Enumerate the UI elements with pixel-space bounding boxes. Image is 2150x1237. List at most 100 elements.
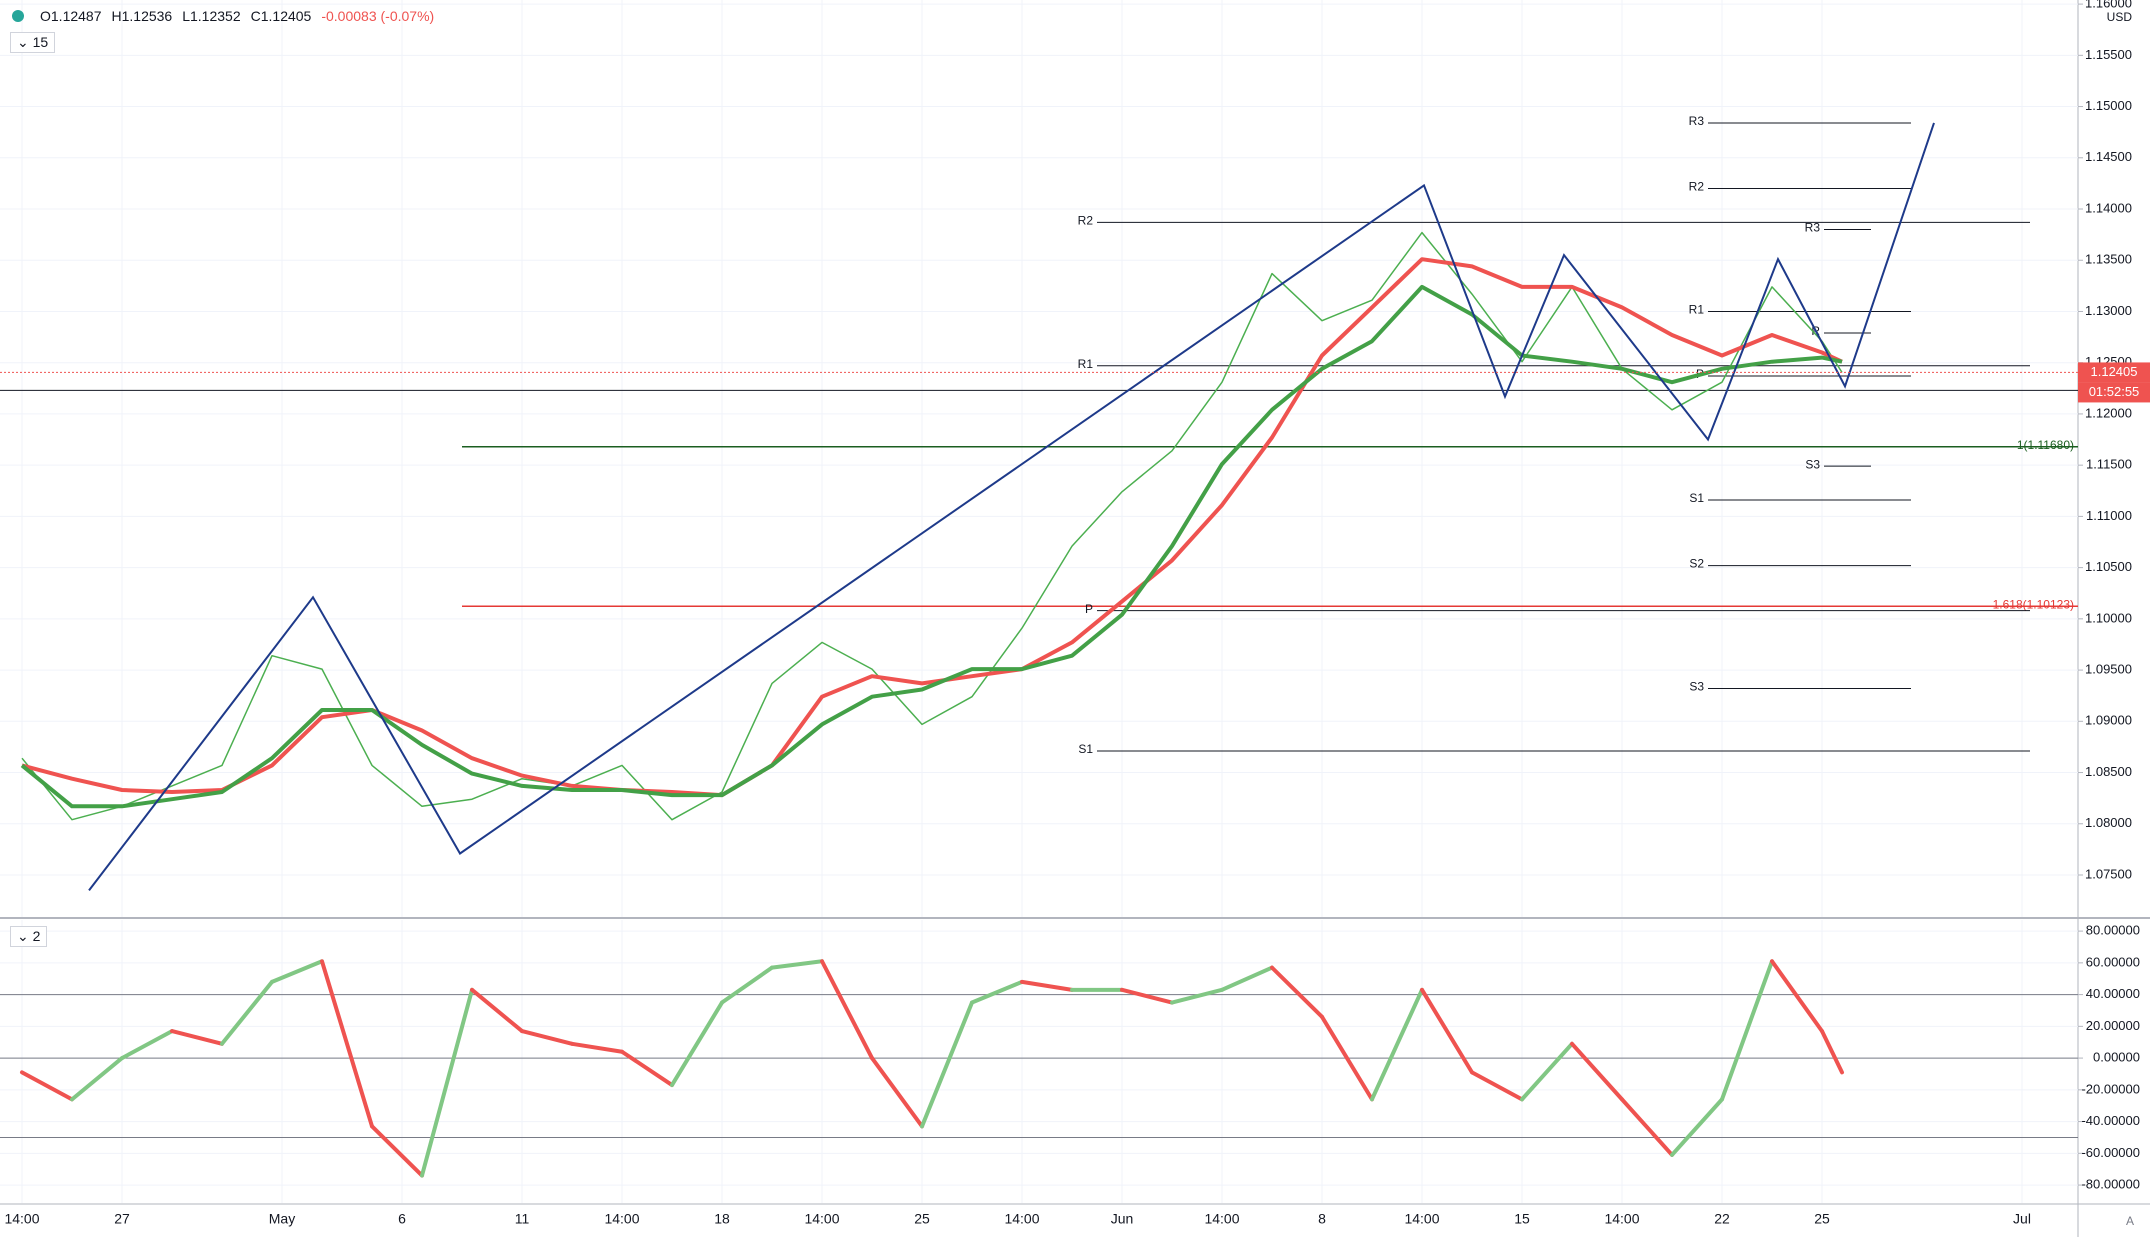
oscillator-segment bbox=[170, 1029, 224, 1046]
x-tick-label: 14:00 bbox=[1604, 1211, 1639, 1227]
y-tick-label: 1.11500 bbox=[2086, 457, 2132, 472]
x-tick-label: 14:00 bbox=[1004, 1211, 1039, 1227]
open: O1.12487 bbox=[40, 8, 102, 24]
interval: 15 bbox=[32, 34, 49, 50]
y-tick-label: -40.00000 bbox=[2081, 1113, 2140, 1128]
x-tick-label: 14:00 bbox=[4, 1211, 39, 1227]
oscillator-segment bbox=[1770, 959, 1824, 1034]
pivot-label: R1 bbox=[1078, 357, 1094, 371]
oscillator-segment bbox=[820, 959, 874, 1061]
oscillator-segment bbox=[1170, 987, 1224, 1005]
x-tick-label: 8 bbox=[1318, 1211, 1326, 1227]
low: L1.12352 bbox=[182, 8, 241, 24]
oscillator-segment bbox=[370, 1124, 424, 1178]
fib-label: 1.618(1.10123) bbox=[1993, 597, 2074, 611]
pivot-label: R bbox=[1811, 324, 1820, 338]
pivot-label: S3 bbox=[1805, 457, 1820, 471]
y-tick-label: 20.00000 bbox=[2086, 1018, 2140, 1033]
close: C1.12405 bbox=[250, 8, 312, 24]
y-tick-label: 1.09500 bbox=[2085, 662, 2132, 677]
oscillator-segment bbox=[920, 1000, 974, 1129]
oscillator-segment bbox=[420, 987, 474, 1178]
oscillator-segment bbox=[1220, 965, 1274, 992]
y-tick-label: 1.07500 bbox=[2085, 866, 2132, 881]
x-tick-label: Jul bbox=[2013, 1211, 2031, 1227]
last-price-box bbox=[2078, 362, 2150, 383]
y-tick-label: 1.08000 bbox=[2085, 815, 2132, 830]
oscillator-segment bbox=[120, 1029, 174, 1061]
pivot-label: R1 bbox=[1689, 303, 1705, 317]
oscillator-segment bbox=[1320, 1014, 1374, 1102]
oscillator-segment bbox=[1020, 979, 1074, 992]
pivot-label: P bbox=[1085, 602, 1093, 616]
oscillator-segment bbox=[1520, 1041, 1574, 1102]
x-tick-label: 15 bbox=[1514, 1211, 1530, 1227]
x-tick-label: 14:00 bbox=[1404, 1211, 1439, 1227]
auto-scale[interactable]: A bbox=[2126, 1214, 2134, 1228]
oscillator-segment bbox=[520, 1029, 574, 1046]
change: -0.00083 (-0.07%) bbox=[321, 8, 435, 24]
x-tick-label: 14:00 bbox=[804, 1211, 839, 1227]
x-tick-label: 11 bbox=[515, 1211, 530, 1227]
pivot-label: R2 bbox=[1078, 214, 1094, 228]
oscillator-segment bbox=[570, 1041, 624, 1054]
price-line bbox=[21, 231, 1843, 821]
fib-label: 1(1.11680) bbox=[2017, 438, 2074, 452]
y-tick-label: 40.00000 bbox=[2086, 986, 2140, 1001]
oscillator-segment bbox=[670, 1000, 724, 1088]
x-tick-label: 27 bbox=[114, 1211, 130, 1227]
x-tick-label: 14:00 bbox=[604, 1211, 639, 1227]
y-tick-label: 1.14000 bbox=[2085, 200, 2132, 215]
oscillator-segment bbox=[1820, 1029, 1844, 1075]
interval-legend[interactable]: ⌄ 15 bbox=[10, 32, 56, 53]
x-tick-label: 25 bbox=[914, 1211, 930, 1227]
y-tick-label: 80.00000 bbox=[2086, 923, 2140, 938]
y-tick-label: 1.10000 bbox=[2085, 610, 2132, 625]
y-tick-label: 1.16000 bbox=[2085, 0, 2132, 11]
last-price-label: 1.12405 bbox=[2091, 364, 2138, 379]
oscillator-segment bbox=[1470, 1070, 1524, 1102]
oscillator-segment bbox=[1420, 987, 1474, 1075]
zigzag-line bbox=[88, 122, 1935, 892]
oscillator-segment bbox=[220, 979, 274, 1046]
oscillator-segment bbox=[770, 959, 824, 970]
pivot-label: S3 bbox=[1689, 680, 1704, 694]
x-tick-label: 14:00 bbox=[1204, 1211, 1239, 1227]
y-tick-label: 1.08500 bbox=[2085, 764, 2132, 779]
ohlc-header: O1.12487 H1.12536 L1.12352 C1.12405 -0.0… bbox=[12, 8, 434, 24]
y-tick-label: -60.00000 bbox=[2081, 1145, 2140, 1160]
countdown-label: 01:52:55 bbox=[2089, 384, 2140, 399]
oscillator-segment bbox=[70, 1056, 124, 1102]
y-tick-label: 1.11000 bbox=[2086, 508, 2132, 523]
y-tick-label: 1.12500 bbox=[2085, 354, 2132, 369]
x-tick-label: May bbox=[269, 1211, 295, 1227]
y-tick-label: 1.15000 bbox=[2085, 98, 2132, 113]
oscillator-legend[interactable]: ⌄ 2 bbox=[10, 926, 48, 947]
price-line bbox=[21, 257, 1843, 798]
y-tick-label: 1.14500 bbox=[2085, 149, 2132, 164]
symbol-dot bbox=[12, 10, 24, 22]
y-tick-label: -80.00000 bbox=[2081, 1177, 2140, 1192]
y-tick-label: 1.15500 bbox=[2085, 47, 2132, 62]
x-tick-label: 22 bbox=[1714, 1211, 1730, 1227]
y-tick-label: 1.12000 bbox=[2085, 405, 2132, 420]
y-tick-label: -20.00000 bbox=[2081, 1081, 2140, 1096]
oscillator-segment bbox=[620, 1049, 674, 1088]
oscillator-segment bbox=[1120, 987, 1174, 1005]
countdown-box bbox=[2078, 382, 2150, 403]
pivot-label: R2 bbox=[1689, 180, 1705, 194]
pivot-label: P bbox=[1696, 367, 1704, 381]
high: H1.12536 bbox=[111, 8, 173, 24]
oscillator-segment bbox=[870, 1056, 924, 1129]
price-line bbox=[20, 284, 1843, 809]
y-tick-label: 1.09000 bbox=[2085, 713, 2132, 728]
oscillator-segment bbox=[1370, 987, 1424, 1102]
currency: USD bbox=[2107, 10, 2133, 24]
x-tick-label: 6 bbox=[398, 1211, 406, 1227]
y-tick-label: 1.13500 bbox=[2085, 252, 2132, 267]
oscillator-segment bbox=[320, 959, 374, 1129]
oscillator-segment bbox=[1670, 1097, 1724, 1157]
oscillator-segment bbox=[470, 987, 524, 1034]
